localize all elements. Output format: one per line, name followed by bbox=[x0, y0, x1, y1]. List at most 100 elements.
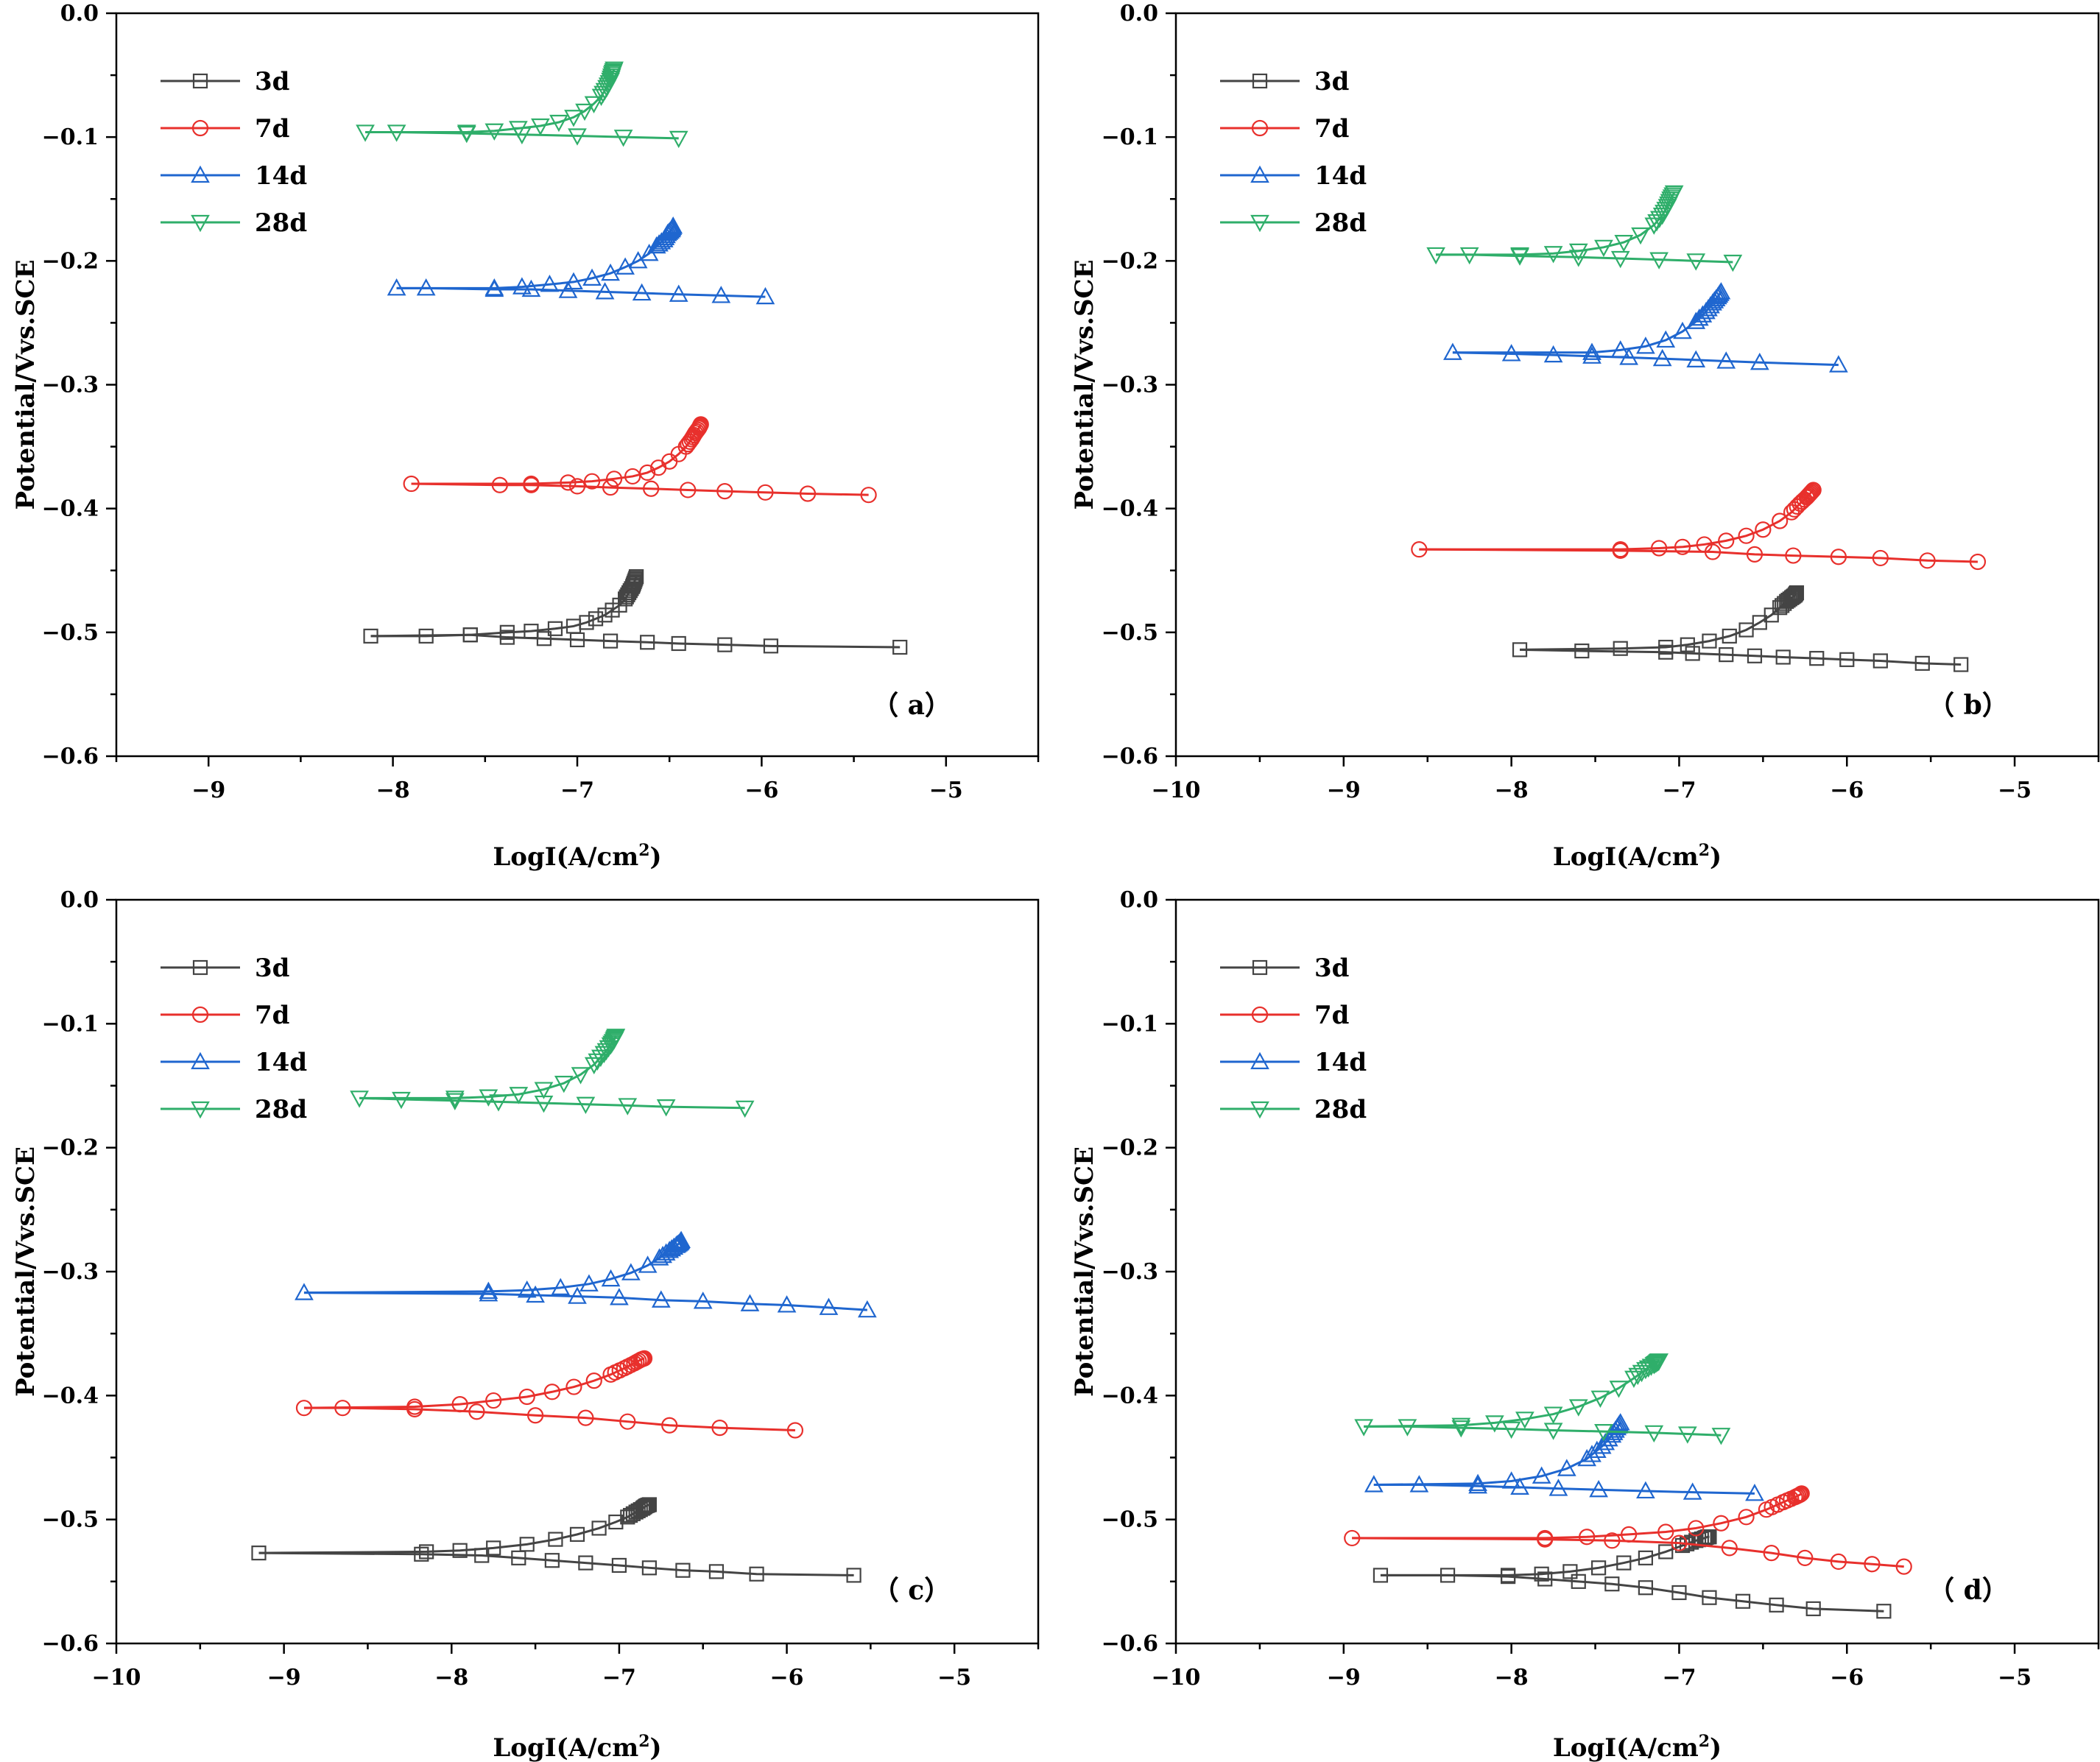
cathodic-point bbox=[1373, 1568, 1389, 1583]
cathodic-point bbox=[485, 279, 504, 297]
cathodic-point bbox=[1451, 1420, 1471, 1438]
cathodic-point bbox=[1685, 646, 1700, 661]
cathodic-point bbox=[669, 284, 688, 302]
legend-label-28d: 28d bbox=[255, 1095, 307, 1124]
series-7d bbox=[1344, 1485, 1912, 1575]
anodic-point bbox=[1562, 1564, 1578, 1579]
anodic-point bbox=[560, 474, 577, 491]
anodic-point bbox=[451, 1396, 468, 1413]
cathodic-point bbox=[523, 476, 540, 493]
anodic-point bbox=[608, 1514, 624, 1530]
cathodic-point bbox=[819, 1297, 839, 1315]
cathodic-point bbox=[1510, 248, 1529, 266]
x-tick-label: −7 bbox=[602, 1665, 636, 1691]
legend-marker-28d bbox=[1250, 214, 1269, 233]
anodic-point bbox=[1613, 641, 1628, 656]
cathodic-point bbox=[1501, 1421, 1521, 1439]
anodic-point bbox=[605, 471, 623, 487]
y-tick-label: −0.6 bbox=[42, 744, 99, 769]
legend: 3d 7d 14d 28d bbox=[1220, 954, 1367, 1124]
anodic-point bbox=[509, 1087, 529, 1104]
anodic-point bbox=[1534, 1566, 1549, 1582]
cathodic-point bbox=[1805, 1601, 1821, 1616]
cathodic-point bbox=[777, 1295, 797, 1313]
cathodic-point bbox=[1354, 1419, 1374, 1437]
legend-marker-3d bbox=[192, 73, 208, 89]
cathodic-point bbox=[857, 1300, 877, 1318]
anodic-point bbox=[605, 61, 624, 79]
anodic-point bbox=[479, 1281, 498, 1300]
anodic-point bbox=[1702, 1529, 1717, 1545]
anodic-point bbox=[543, 1384, 560, 1400]
cathodic-point bbox=[892, 639, 908, 655]
anodic-point bbox=[1722, 628, 1737, 644]
anodic-point bbox=[1621, 1526, 1638, 1543]
cathodic-point bbox=[521, 279, 541, 297]
anodic-point bbox=[564, 110, 583, 127]
anodic-point bbox=[588, 611, 604, 627]
y-tick-label: −0.3 bbox=[1102, 1259, 1158, 1285]
cathodic-point bbox=[468, 1403, 485, 1420]
anodic-point bbox=[575, 103, 594, 121]
anodic-point bbox=[1755, 521, 1772, 538]
x-tick-label: −9 bbox=[267, 1665, 301, 1691]
cathodic-branch-line bbox=[1352, 1537, 1904, 1568]
y-tick-label: 0.0 bbox=[60, 887, 99, 913]
cathodic-point bbox=[1686, 253, 1706, 271]
cathodic-point bbox=[1649, 252, 1669, 269]
x-tick-label: −7 bbox=[560, 778, 594, 803]
anodic-point bbox=[579, 615, 594, 630]
y-tick-label: −0.2 bbox=[1102, 1135, 1158, 1161]
cathodic-point bbox=[693, 1291, 713, 1309]
cathodic-point bbox=[1872, 653, 1888, 669]
anodic-point bbox=[1651, 540, 1668, 557]
anodic-point bbox=[419, 1544, 434, 1560]
cathodic-point bbox=[568, 128, 587, 146]
x-tick-label: −6 bbox=[744, 778, 778, 803]
anodic-point bbox=[1803, 484, 1819, 501]
cathodic-point bbox=[1574, 643, 1590, 659]
anodic-point bbox=[601, 1269, 621, 1287]
series-14d bbox=[295, 1230, 877, 1318]
legend-label-28d: 28d bbox=[1314, 208, 1367, 238]
x-axis-label: LogI(A/cm2) bbox=[493, 1732, 661, 1762]
anodic-point bbox=[1783, 504, 1800, 521]
legend: 3d 7d 14d 28d bbox=[1220, 67, 1367, 238]
legend-label-3d: 3d bbox=[255, 954, 289, 983]
y-tick-label: −0.5 bbox=[42, 1507, 99, 1533]
anodic-point bbox=[1772, 512, 1789, 529]
cathodic-point bbox=[1919, 552, 1936, 569]
y-tick-label: −0.1 bbox=[42, 1011, 99, 1037]
anodic-point bbox=[1614, 235, 1634, 253]
y-tick-label: −0.1 bbox=[42, 124, 99, 150]
cathodic-point bbox=[1604, 1576, 1620, 1592]
cathodic-point bbox=[1750, 352, 1769, 370]
anodic-point bbox=[1800, 487, 1817, 504]
cathodic-point bbox=[1537, 1531, 1554, 1548]
x-axis-label: LogI(A/cm2) bbox=[1553, 841, 1722, 872]
cathodic-point bbox=[1612, 542, 1629, 559]
legend-marker-28d bbox=[191, 214, 210, 233]
cathodic-branch-line bbox=[1452, 351, 1839, 367]
anodic-point bbox=[584, 96, 604, 114]
anodic-point bbox=[517, 1280, 537, 1298]
anodic-point bbox=[1644, 217, 1664, 235]
cathodic-point bbox=[595, 282, 615, 300]
panel-label: （ d） bbox=[1928, 1575, 2009, 1606]
anodic-point bbox=[1738, 1509, 1755, 1526]
anodic-point bbox=[1718, 532, 1735, 549]
anodic-branch-line bbox=[303, 1357, 645, 1409]
cathodic-point bbox=[1809, 651, 1825, 666]
anodic-point bbox=[540, 275, 560, 292]
anodic-point bbox=[485, 123, 504, 141]
cathodic-point bbox=[1619, 348, 1638, 365]
anodic-point bbox=[606, 1029, 626, 1046]
anodic-point bbox=[582, 268, 602, 286]
series-7d bbox=[403, 416, 877, 504]
cathodic-point bbox=[711, 1419, 728, 1437]
y-tick-label: −0.2 bbox=[42, 248, 99, 274]
anodic-point bbox=[1647, 214, 1666, 232]
cathodic-point bbox=[1652, 348, 1672, 367]
cathodic-point bbox=[669, 130, 688, 149]
